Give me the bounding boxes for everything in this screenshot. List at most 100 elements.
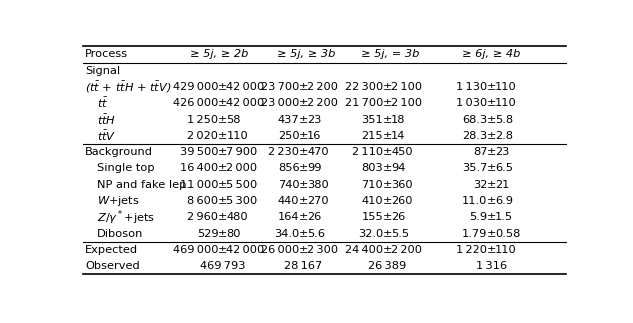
Text: 11 000: 11 000	[180, 180, 218, 190]
Text: 380: 380	[307, 180, 329, 190]
Text: 450: 450	[391, 147, 413, 157]
Text: 23: 23	[307, 115, 322, 125]
Text: 23 000: 23 000	[261, 98, 299, 108]
Text: ±: ±	[218, 147, 227, 157]
Text: ±: ±	[382, 98, 392, 108]
Text: 22 300: 22 300	[345, 82, 384, 92]
Text: 110: 110	[495, 82, 517, 92]
Text: ±: ±	[299, 82, 308, 92]
Text: ±: ±	[299, 98, 308, 108]
Text: 99: 99	[307, 163, 322, 173]
Text: 34.0: 34.0	[274, 229, 299, 239]
Text: 270: 270	[307, 196, 329, 206]
Text: 42 000: 42 000	[227, 245, 265, 255]
Text: 32.0: 32.0	[358, 229, 384, 239]
Text: 42 000: 42 000	[227, 98, 265, 108]
Text: Diboson: Diboson	[97, 229, 144, 239]
Text: 2 200: 2 200	[307, 98, 338, 108]
Text: 5.9: 5.9	[469, 212, 487, 222]
Text: 2 100: 2 100	[391, 98, 422, 108]
Text: 5 500: 5 500	[227, 180, 258, 190]
Text: ±: ±	[487, 212, 496, 222]
Text: ±: ±	[299, 115, 308, 125]
Text: 2.8: 2.8	[495, 131, 513, 141]
Text: 24 400: 24 400	[345, 245, 384, 255]
Text: ±: ±	[218, 82, 227, 92]
Text: 28.3: 28.3	[462, 131, 487, 141]
Text: ±: ±	[487, 82, 496, 92]
Text: 260: 260	[391, 196, 413, 206]
Text: 5.8: 5.8	[495, 115, 513, 125]
Text: 2 000: 2 000	[227, 163, 258, 173]
Text: 5 300: 5 300	[227, 196, 258, 206]
Text: 39 500: 39 500	[180, 147, 218, 157]
Text: 18: 18	[391, 115, 406, 125]
Text: ±: ±	[487, 98, 496, 108]
Text: $Z/\gamma^*$+jets: $Z/\gamma^*$+jets	[97, 208, 155, 227]
Text: ±: ±	[382, 245, 392, 255]
Text: 7 900: 7 900	[227, 147, 258, 157]
Text: 87: 87	[473, 147, 487, 157]
Text: ≥ 5j, ≥ 2b: ≥ 5j, ≥ 2b	[190, 49, 248, 59]
Text: 215: 215	[361, 131, 384, 141]
Text: 23: 23	[495, 147, 510, 157]
Text: 429 000: 429 000	[173, 82, 218, 92]
Text: ±: ±	[487, 229, 496, 239]
Text: 21: 21	[495, 180, 510, 190]
Text: 2 200: 2 200	[391, 245, 422, 255]
Text: ±: ±	[299, 180, 308, 190]
Text: ±: ±	[299, 229, 308, 239]
Text: Signal: Signal	[85, 66, 120, 76]
Text: ±: ±	[382, 229, 392, 239]
Text: 16: 16	[307, 131, 322, 141]
Text: 110: 110	[227, 131, 248, 141]
Text: 1.5: 1.5	[495, 212, 513, 222]
Text: 6.9: 6.9	[495, 196, 513, 206]
Text: 480: 480	[227, 212, 248, 222]
Text: $W$+jets: $W$+jets	[97, 194, 140, 208]
Text: 110: 110	[495, 245, 517, 255]
Text: ±: ±	[218, 131, 227, 141]
Text: ±: ±	[299, 196, 308, 206]
Text: t$\bar{t}$: t$\bar{t}$	[97, 96, 108, 110]
Text: NP and fake lep.: NP and fake lep.	[97, 180, 191, 190]
Text: 14: 14	[391, 131, 406, 141]
Text: 26: 26	[307, 212, 322, 222]
Text: 437: 437	[278, 115, 299, 125]
Text: 1.79: 1.79	[462, 229, 487, 239]
Text: 856: 856	[278, 163, 299, 173]
Text: 5.6: 5.6	[307, 229, 325, 239]
Text: 94: 94	[391, 163, 406, 173]
Text: 21 700: 21 700	[345, 98, 384, 108]
Text: 351: 351	[361, 115, 384, 125]
Text: ±: ±	[487, 180, 496, 190]
Text: 410: 410	[361, 196, 384, 206]
Text: 11.0: 11.0	[462, 196, 487, 206]
Text: ±: ±	[218, 229, 227, 239]
Text: 35.7: 35.7	[462, 163, 487, 173]
Text: ±: ±	[382, 196, 392, 206]
Text: ±: ±	[299, 245, 308, 255]
Text: ±: ±	[382, 115, 392, 125]
Text: Background: Background	[85, 147, 153, 157]
Text: 2 020: 2 020	[187, 131, 218, 141]
Text: ±: ±	[487, 245, 496, 255]
Text: 8 600: 8 600	[187, 196, 218, 206]
Text: 1 030: 1 030	[456, 98, 487, 108]
Text: 2 110: 2 110	[352, 147, 384, 157]
Text: ≥ 5j, ≥ 3b: ≥ 5j, ≥ 3b	[277, 49, 335, 59]
Text: 529: 529	[197, 229, 218, 239]
Text: ≥ 5j, = 3b: ≥ 5j, = 3b	[361, 49, 420, 59]
Text: 440: 440	[278, 196, 299, 206]
Text: ≥ 6j, ≥ 4b: ≥ 6j, ≥ 4b	[462, 49, 520, 59]
Text: 2 960: 2 960	[187, 212, 218, 222]
Text: ±: ±	[299, 147, 308, 157]
Text: 6.5: 6.5	[495, 163, 513, 173]
Text: 0.58: 0.58	[495, 229, 520, 239]
Text: ±: ±	[487, 163, 496, 173]
Text: 5.5: 5.5	[391, 229, 410, 239]
Text: ±: ±	[299, 131, 308, 141]
Text: 23 700: 23 700	[261, 82, 299, 92]
Text: ±: ±	[382, 180, 392, 190]
Text: ±: ±	[299, 212, 308, 222]
